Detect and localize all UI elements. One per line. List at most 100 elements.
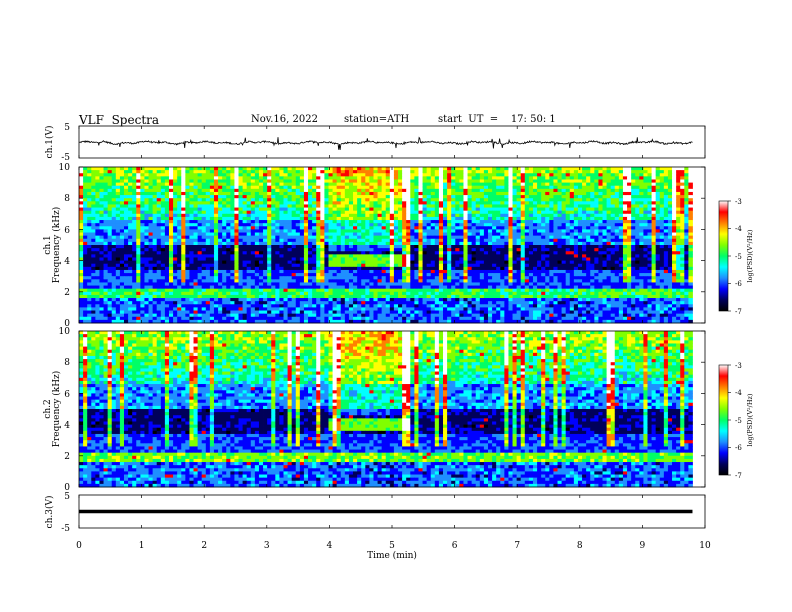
spectrogram-cell — [651, 251, 657, 255]
spectrogram-cell — [667, 188, 673, 193]
spectrogram-cell — [353, 257, 358, 261]
spectrogram-cell — [398, 182, 403, 187]
spectrogram-cell — [459, 207, 464, 212]
spectrogram-cell — [365, 204, 370, 208]
spectrogram-cell — [181, 173, 186, 177]
spectrogram-cell — [447, 245, 452, 249]
spectrogram-cell — [532, 176, 538, 180]
spectrogram-cell — [79, 220, 84, 224]
spectrogram-cell — [218, 179, 223, 183]
spectrogram-cell — [598, 167, 603, 171]
spectrogram-cell — [451, 182, 456, 187]
spectrogram-cell — [316, 229, 321, 233]
spectrogram-cell — [622, 201, 628, 205]
spectrogram-cell — [189, 201, 194, 205]
spectrogram-cell — [201, 176, 207, 180]
spectrogram-cell — [324, 191, 329, 196]
spectrogram-cell — [87, 226, 92, 230]
spectrogram-cell — [324, 260, 329, 265]
spectrogram-cell — [410, 191, 415, 196]
spectrogram-cell — [173, 198, 178, 202]
spectrogram-cell — [402, 176, 407, 180]
spectrogram-cell — [128, 210, 133, 215]
spectrogram-cell — [189, 216, 194, 221]
spectrogram-cell — [348, 248, 354, 252]
spectrogram-cell — [402, 167, 407, 171]
spectrogram-cell — [451, 179, 456, 183]
spectrogram-cell — [287, 248, 293, 252]
spectrogram-cell — [308, 179, 313, 183]
spectrogram-cell — [250, 195, 256, 199]
spectrogram-cell — [467, 235, 473, 240]
spectrogram-cell — [614, 210, 620, 215]
spectrogram-cell — [226, 201, 231, 205]
spectrogram-cell — [402, 235, 407, 240]
spectrogram-cell — [569, 167, 575, 171]
spectrogram-cell — [230, 260, 235, 265]
spectrogram-cell — [377, 201, 383, 205]
spectrogram-cell — [373, 238, 378, 243]
spectrogram-cell — [303, 195, 309, 199]
spectrogram-cell — [201, 266, 207, 271]
spectrogram-cell — [426, 266, 432, 271]
spectrogram-cell — [136, 269, 141, 274]
spectrogram-cell — [328, 207, 333, 212]
spectrogram-cell — [164, 201, 170, 205]
spectrogram-cell — [618, 179, 624, 183]
spectrogram-cell — [361, 251, 366, 255]
spectrogram-cell — [557, 198, 562, 202]
spectrogram-cell — [218, 201, 223, 205]
spectrogram-cell — [258, 198, 264, 202]
spectrogram-cell — [676, 195, 681, 199]
spectrogram-cell — [193, 195, 199, 199]
spectrogram-cell — [635, 248, 640, 252]
spectrogram-cell — [234, 182, 239, 187]
spectrogram-cell — [504, 248, 509, 252]
spectrogram-cell — [209, 167, 215, 171]
spectrogram-cell — [103, 266, 109, 271]
spectrogram-cell — [532, 266, 538, 271]
spectrogram-cell — [676, 257, 681, 261]
spectrogram-cell — [610, 179, 616, 183]
spectrogram-cell — [197, 170, 203, 174]
spectrogram-cell — [672, 210, 677, 215]
spectrogram-cell — [594, 182, 599, 187]
spectrogram-cell — [107, 167, 113, 171]
spectrogram-cell — [541, 198, 546, 202]
spectrogram-cell — [582, 167, 587, 171]
spectrogram-cell — [471, 195, 477, 199]
spectrogram-cell — [381, 238, 387, 243]
spectrogram-cell — [115, 176, 121, 180]
spectrogram-cell — [230, 201, 235, 205]
spectrogram-cell — [651, 254, 657, 258]
spectrogram-cell — [369, 223, 374, 227]
spectrogram-cell — [430, 167, 436, 171]
spectrogram-cell — [324, 263, 329, 268]
spectrogram-cell — [213, 191, 219, 196]
spectrogram-cell — [549, 254, 554, 258]
spectrogram-cell — [631, 176, 636, 180]
spectrogram-cell — [357, 226, 362, 230]
spectrogram-cell — [667, 266, 673, 271]
spectrogram-cell — [627, 229, 632, 233]
spectrogram-cell — [688, 188, 693, 193]
spectrogram-cell — [267, 248, 272, 252]
spectrogram-cell — [238, 185, 243, 190]
spectrogram-cell — [132, 213, 137, 218]
spectrogram-cell — [545, 232, 550, 237]
spectrogram-cell — [185, 170, 190, 174]
spectrogram-cell — [541, 213, 546, 218]
spectrogram-cell — [213, 269, 219, 274]
spectrogram-cell — [618, 251, 624, 255]
spectrogram-cell — [565, 257, 571, 261]
spectrogram-cell — [680, 241, 685, 246]
spectrogram-cell — [181, 170, 186, 174]
spectrogram-cell — [676, 204, 681, 208]
spectrogram-cell — [385, 204, 391, 208]
spectrogram-cell — [132, 232, 137, 237]
spectrogram-cell — [451, 195, 456, 199]
spectrogram-cell — [115, 201, 121, 205]
spectrogram-cell — [565, 185, 571, 190]
spectrogram-cell — [213, 223, 219, 227]
spectrogram-cell — [434, 176, 440, 180]
